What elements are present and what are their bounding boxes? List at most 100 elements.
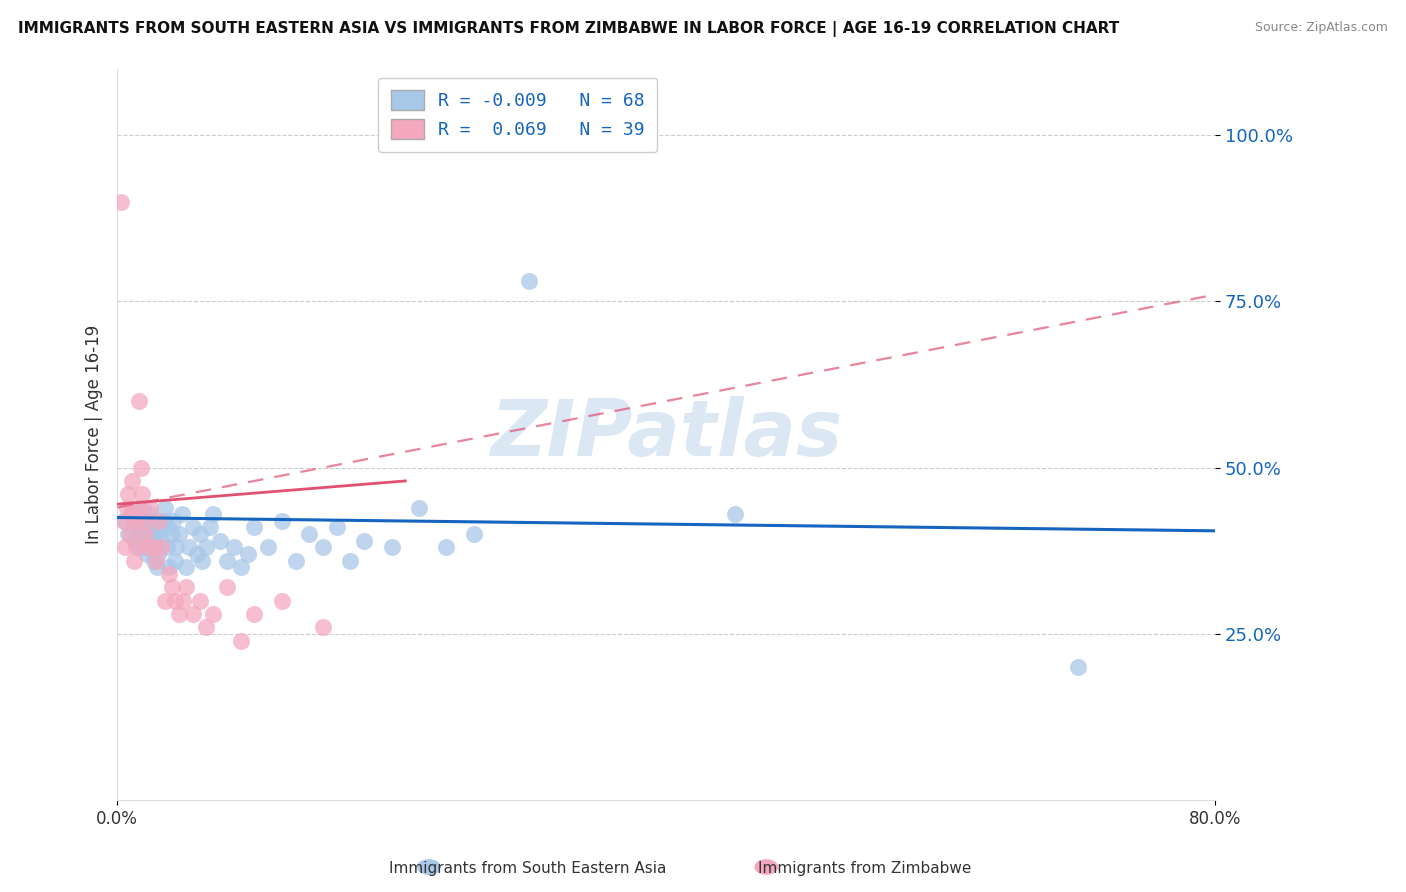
Point: [138, 520, 160, 534]
Text: ZIPatlas: ZIPatlas: [489, 396, 842, 473]
Circle shape: [418, 860, 440, 874]
Point: [325, 520, 347, 534]
Point: [186, 547, 208, 561]
Point: [270, 514, 292, 528]
Text: Immigrants from South Eastern Asia: Immigrants from South Eastern Asia: [388, 861, 666, 876]
Point: [157, 560, 180, 574]
Point: [142, 541, 165, 555]
Point: [139, 500, 162, 515]
Point: [243, 607, 266, 621]
Point: [517, 274, 540, 288]
Point: [121, 474, 143, 488]
Point: [160, 527, 183, 541]
Point: [148, 547, 170, 561]
Point: [124, 533, 146, 548]
Point: [229, 633, 252, 648]
Point: [150, 541, 173, 555]
Point: [181, 520, 204, 534]
Y-axis label: In Labor Force | Age 16-19: In Labor Force | Age 16-19: [86, 325, 103, 544]
Point: [129, 527, 152, 541]
Point: [215, 580, 238, 594]
Point: [200, 520, 222, 534]
Point: [120, 507, 142, 521]
Point: [142, 527, 165, 541]
Point: [155, 500, 177, 515]
Point: [139, 507, 162, 521]
Point: [1066, 660, 1088, 674]
Point: [408, 500, 430, 515]
Point: [132, 500, 155, 515]
Point: [118, 527, 141, 541]
Point: [339, 554, 361, 568]
Point: [138, 533, 160, 548]
Point: [312, 620, 335, 634]
Point: [284, 554, 307, 568]
Point: [222, 541, 245, 555]
Point: [177, 541, 200, 555]
Point: [298, 527, 321, 541]
Point: [165, 541, 187, 555]
Point: [163, 593, 186, 607]
Point: [195, 620, 218, 634]
Point: [150, 533, 173, 548]
Point: [114, 541, 136, 555]
Point: [146, 560, 169, 574]
Point: [167, 607, 190, 621]
Point: [120, 507, 142, 521]
Point: [270, 593, 292, 607]
Point: [112, 514, 135, 528]
Point: [141, 541, 163, 555]
Point: [145, 554, 167, 568]
Point: [174, 580, 197, 594]
Point: [122, 520, 145, 534]
Point: [156, 520, 179, 534]
Point: [167, 527, 190, 541]
Text: Immigrants from Zimbabwe: Immigrants from Zimbabwe: [758, 861, 972, 876]
Point: [188, 593, 211, 607]
Point: [117, 527, 139, 541]
Point: [170, 507, 193, 521]
Point: [191, 554, 214, 568]
Point: [148, 514, 170, 528]
Point: [136, 547, 159, 561]
Point: [135, 514, 157, 528]
Point: [209, 533, 232, 548]
Point: [312, 541, 335, 555]
Point: [353, 533, 375, 548]
Point: [463, 527, 485, 541]
Point: [134, 541, 156, 555]
Point: [174, 560, 197, 574]
Point: [128, 541, 150, 555]
Point: [160, 580, 183, 594]
Point: [110, 194, 132, 209]
Point: [162, 514, 184, 528]
Point: [129, 460, 152, 475]
Point: [134, 527, 156, 541]
Point: [172, 593, 194, 607]
Point: [132, 514, 155, 528]
Point: [136, 541, 159, 555]
Point: [145, 527, 167, 541]
Point: [145, 541, 167, 555]
Point: [149, 520, 172, 534]
Circle shape: [755, 860, 778, 874]
Point: [195, 541, 218, 555]
Point: [188, 527, 211, 541]
Point: [381, 541, 404, 555]
Point: [127, 520, 149, 534]
Point: [125, 541, 148, 555]
Point: [117, 487, 139, 501]
Point: [115, 500, 138, 515]
Point: [236, 547, 259, 561]
Point: [134, 527, 156, 541]
Point: [202, 507, 225, 521]
Point: [723, 507, 745, 521]
Point: [163, 554, 186, 568]
Point: [122, 554, 145, 568]
Legend: R = -0.009   N = 68, R =  0.069   N = 39: R = -0.009 N = 68, R = 0.069 N = 39: [378, 78, 657, 152]
Point: [155, 593, 177, 607]
Point: [157, 567, 180, 582]
Point: [243, 520, 266, 534]
Point: [143, 554, 166, 568]
Point: [127, 500, 149, 515]
